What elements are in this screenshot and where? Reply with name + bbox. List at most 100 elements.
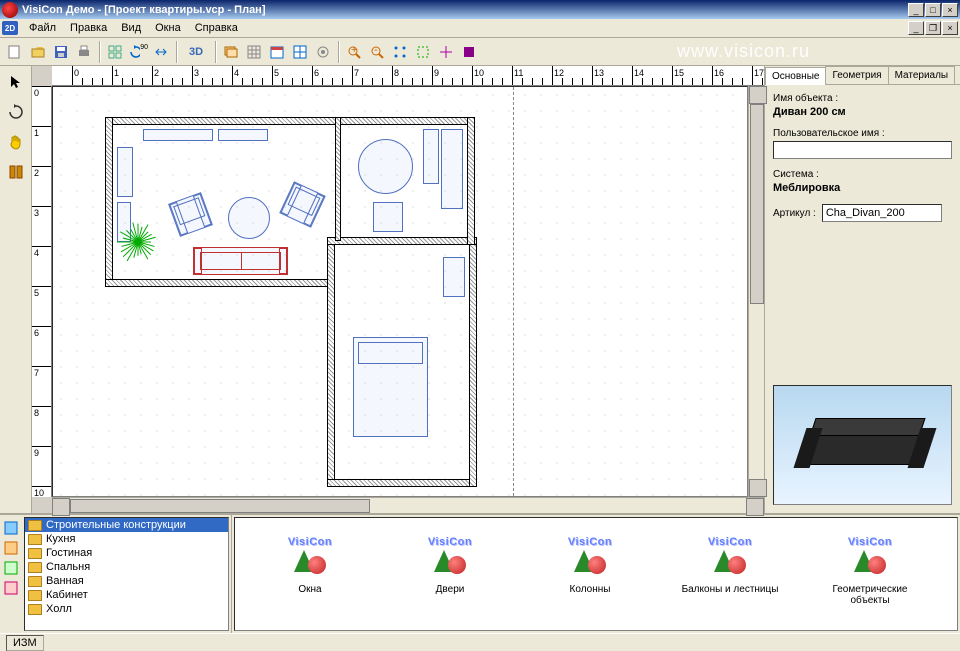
mdi-restore-button[interactable]: ❐ [925,21,941,35]
furniture-rect[interactable] [441,129,463,209]
calendar-button[interactable] [266,41,288,63]
tree-mode-1-icon[interactable] [4,521,18,535]
zoom-in-button[interactable]: + [343,41,365,63]
tab-2[interactable]: Материалы [888,66,956,84]
zoom-out-button[interactable]: - [366,41,388,63]
object-name-value: Диван 200 см [773,106,952,118]
pointer-tool[interactable] [4,70,28,94]
select-tool-button[interactable] [104,41,126,63]
tree-mode-4-icon[interactable] [4,581,18,595]
grid-button[interactable] [243,41,265,63]
furniture-rect[interactable] [117,147,133,197]
open-button[interactable] [27,41,49,63]
menu-вид[interactable]: Вид [114,20,148,36]
user-name-input[interactable] [773,141,952,159]
title-bar: VisiCon Демо - [Проект квартиры.vcp - Пл… [0,0,960,19]
catalog-item[interactable]: VisiConБалконы и лестницы [675,526,785,595]
vertical-scrollbar[interactable] [748,86,764,497]
menu-файл[interactable]: Файл [22,20,63,36]
catalog-item[interactable]: VisiConГеометрические объекты [815,526,925,606]
window-title: VisiCon Демо - [Проект квартиры.vcp - Пл… [22,4,908,16]
snap-lines-button[interactable] [435,41,457,63]
catalog-list[interactable]: VisiConОкна VisiConДвери VisiConКолонны Vis… [234,517,958,631]
mdi-minimize-button[interactable]: _ [908,21,924,35]
furniture-circle[interactable] [228,197,270,239]
rotate-button[interactable]: 90 [127,41,149,63]
new-button[interactable] [4,41,26,63]
furniture-sofa[interactable] [193,247,288,275]
tree-item[interactable]: Гостиная [25,546,228,560]
folder-icon [28,604,42,615]
sofa-3d-icon [798,410,928,480]
print-button[interactable] [73,41,95,63]
tree-item[interactable]: Кабинет [25,588,228,602]
furniture-circle[interactable] [358,139,413,194]
system-value: Меблировка [773,182,952,194]
svg-text:-: - [374,44,378,56]
left-toolstrip [0,66,32,513]
tree-mode-3-icon[interactable] [4,561,18,575]
furniture-rect[interactable] [218,129,268,141]
status-mode: ИЗМ [6,635,44,651]
tree-item-label: Кабинет [46,589,88,601]
category-tree[interactable]: Строительные конструкцииКухняГостинаяСпа… [24,517,229,631]
settings-button[interactable] [312,41,334,63]
article-input[interactable] [822,204,942,222]
3d-button[interactable]: 3D [181,41,211,63]
tree-item-label: Спальня [46,561,90,573]
table-button[interactable] [289,41,311,63]
plant-object[interactable] [113,217,163,267]
layers-button[interactable] [220,41,242,63]
tree-mode-icons [0,515,22,633]
snap-points-button[interactable] [389,41,411,63]
rotate-tool[interactable] [4,100,28,124]
horizontal-scrollbar[interactable] [52,497,764,513]
tree-item[interactable]: Спальня [25,560,228,574]
svg-text:+: + [351,44,357,56]
guide-line [513,87,514,496]
tree-item-label: Холл [46,603,72,615]
tab-0[interactable]: Основные [765,67,826,85]
catalog-item[interactable]: VisiConКолонны [535,526,645,595]
tree-item[interactable]: Холл [25,602,228,616]
furniture-rect[interactable] [443,257,465,297]
flip-button[interactable] [150,41,172,63]
furniture-rect[interactable] [373,202,403,232]
save-button[interactable] [50,41,72,63]
tree-mode-2-icon[interactable] [4,541,18,555]
furniture-armchair[interactable] [279,181,326,228]
mdi-close-button[interactable]: × [942,21,958,35]
mode-2d-badge[interactable]: 2D [2,21,18,35]
hand-tool[interactable] [4,130,28,154]
folder-icon [28,534,42,545]
properties-panel: ОсновныеГеометрияМатериалы Имя объекта :… [764,66,960,513]
folder-icon [28,520,42,531]
close-button[interactable]: × [942,3,958,17]
furniture-armchair[interactable] [168,192,213,237]
drawing-canvas[interactable] [52,86,748,497]
folder-icon [28,548,42,559]
tab-1[interactable]: Геометрия [825,66,888,84]
menu-справка[interactable]: Справка [188,20,245,36]
menu-bar: 2D ФайлПравкаВидОкнаСправка _ ❐ × [0,19,960,38]
walk-tool[interactable] [4,160,28,184]
catalog-item[interactable]: VisiConДвери [395,526,505,595]
snap-grid-button[interactable] [412,41,434,63]
tree-item-label: Ванная [46,575,84,587]
tree-item[interactable]: Ванная [25,574,228,588]
maximize-button[interactable]: □ [925,3,941,17]
minimize-button[interactable]: _ [908,3,924,17]
furniture-rect[interactable] [143,129,213,141]
catalog-item[interactable]: VisiConОкна [255,526,365,595]
hatch-button[interactable] [458,41,480,63]
furniture-rect[interactable] [423,129,439,184]
menu-правка[interactable]: Правка [63,20,114,36]
tree-item[interactable]: Кухня [25,532,228,546]
object-preview [773,385,952,505]
system-label: Система : [773,169,952,180]
menu-окна[interactable]: Окна [148,20,188,36]
tree-item[interactable]: Строительные конструкции [25,518,228,532]
tree-item-label: Строительные конструкции [46,519,186,531]
furniture-bed[interactable] [353,337,428,437]
watermark: www.visicon.ru [677,41,810,62]
